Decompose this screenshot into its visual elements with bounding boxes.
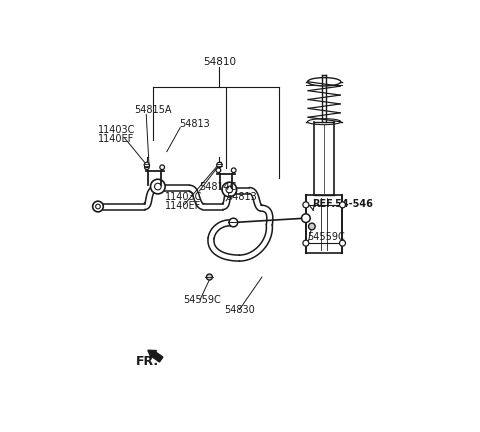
Circle shape	[226, 186, 233, 193]
Text: 54559C: 54559C	[308, 232, 345, 242]
Text: 1140EF: 1140EF	[165, 201, 201, 211]
Circle shape	[216, 168, 221, 173]
Text: REF.54-546: REF.54-546	[312, 199, 373, 209]
Circle shape	[339, 240, 346, 246]
Text: 54830: 54830	[224, 305, 255, 315]
Circle shape	[222, 182, 237, 197]
Circle shape	[301, 214, 310, 222]
Circle shape	[96, 204, 100, 209]
Circle shape	[93, 201, 103, 212]
Circle shape	[144, 165, 149, 170]
Circle shape	[155, 183, 161, 190]
Ellipse shape	[308, 78, 341, 86]
Circle shape	[151, 179, 165, 194]
Circle shape	[144, 162, 150, 168]
Text: 54559C: 54559C	[183, 295, 220, 305]
Circle shape	[206, 274, 213, 280]
Circle shape	[309, 223, 315, 230]
Text: 54813: 54813	[226, 192, 257, 202]
Text: FR.: FR.	[136, 355, 159, 368]
Ellipse shape	[308, 119, 341, 125]
Circle shape	[303, 240, 309, 246]
Circle shape	[160, 165, 165, 170]
Text: 54810: 54810	[203, 57, 236, 67]
Circle shape	[339, 202, 346, 208]
Circle shape	[217, 162, 222, 168]
Circle shape	[229, 218, 238, 227]
Text: 1140EF: 1140EF	[98, 134, 134, 144]
Text: 54815A: 54815A	[134, 105, 172, 115]
Text: 11403C: 11403C	[165, 192, 202, 202]
FancyArrow shape	[148, 350, 163, 362]
Text: 54814C: 54814C	[199, 182, 237, 192]
Circle shape	[303, 202, 309, 208]
Text: 11403C: 11403C	[98, 125, 135, 135]
Text: 54813: 54813	[180, 119, 210, 129]
Circle shape	[231, 168, 236, 173]
